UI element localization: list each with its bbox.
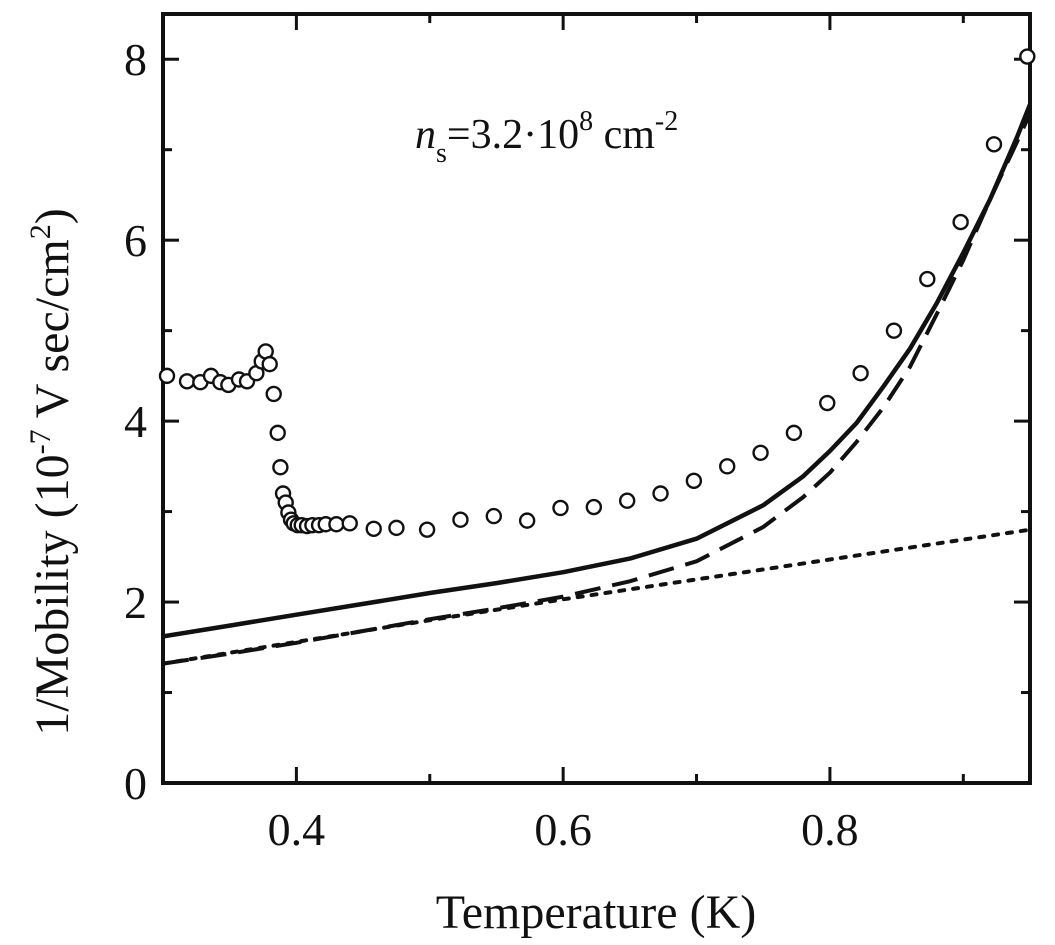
x-axis-ticks (161, 14, 965, 783)
series-dotted-line (163, 527, 1030, 666)
density-annotation-sub: s (436, 138, 447, 169)
series-dashed-line (163, 112, 1030, 666)
data-point (328, 516, 345, 533)
y-tick-label: 2 (124, 577, 147, 628)
data-point (265, 385, 282, 403)
x-tick-label: 0.4 (268, 804, 326, 855)
data-point (952, 213, 969, 231)
data-point (365, 520, 382, 537)
y-axis-tick-labels: 0 2 4 6 8 (124, 34, 147, 809)
y-axis-title-exp: -7 (24, 429, 57, 454)
data-point (158, 367, 176, 385)
plot-frame (161, 12, 1032, 785)
data-point (518, 512, 536, 529)
y-axis-title-suffix: ) (26, 208, 79, 224)
y-axis-title-middle: V sec/cm (26, 239, 79, 429)
data-point (852, 364, 869, 382)
y-axis-title: 1/Mobility (10-7 V sec/cm2) (24, 208, 79, 736)
data-point (819, 394, 836, 412)
data-point (652, 485, 669, 502)
y-tick-label: 0 (124, 758, 147, 809)
data-point (685, 472, 703, 490)
data-point (452, 511, 469, 528)
data-point (752, 444, 769, 461)
data-point (261, 355, 278, 373)
data-point (1019, 48, 1036, 65)
y-tick-label: 8 (124, 34, 147, 85)
y-axis-title-exp2: 2 (24, 224, 57, 239)
data-point (552, 499, 569, 517)
data-point (919, 270, 936, 288)
x-axis-title: Temperature (K) (436, 886, 756, 939)
x-tick-label: 0.8 (801, 804, 859, 855)
data-point (719, 458, 736, 475)
x-axis-tick-labels: 0.4 0.6 0.8 (268, 804, 859, 855)
data-point (885, 322, 903, 339)
data-point (272, 459, 289, 476)
data-point (269, 424, 286, 442)
density-annotation-var: n (415, 112, 436, 158)
plot-area: 0.4 0.6 0.8 0 2 4 6 8 (124, 12, 1036, 855)
data-point (341, 515, 358, 532)
density-annotation-unit-exp: -2 (655, 106, 678, 137)
data-point (418, 521, 436, 538)
density-annotation-unit: cm (593, 112, 655, 158)
data-point (785, 424, 803, 442)
series-layer (158, 48, 1036, 666)
series-solid-line (163, 103, 1030, 639)
x-tick-label: 0.6 (534, 804, 592, 855)
density-annotation-exp: 8 (579, 106, 593, 137)
y-axis-title-prefix: 1/Mobility (10 (26, 454, 79, 735)
data-point (585, 498, 603, 516)
data-point (485, 507, 502, 525)
data-point (388, 519, 405, 537)
y-axis-ticks (163, 57, 1030, 785)
data-point (985, 136, 1003, 153)
density-annotation-value: =3.2·10 (447, 112, 579, 158)
data-point (178, 373, 196, 390)
data-point (618, 492, 636, 509)
y-tick-label: 4 (124, 396, 147, 447)
series-measured (158, 48, 1036, 538)
density-annotation: ns=3.2·108 cm-2 (415, 106, 678, 169)
y-tick-label: 6 (124, 215, 147, 266)
